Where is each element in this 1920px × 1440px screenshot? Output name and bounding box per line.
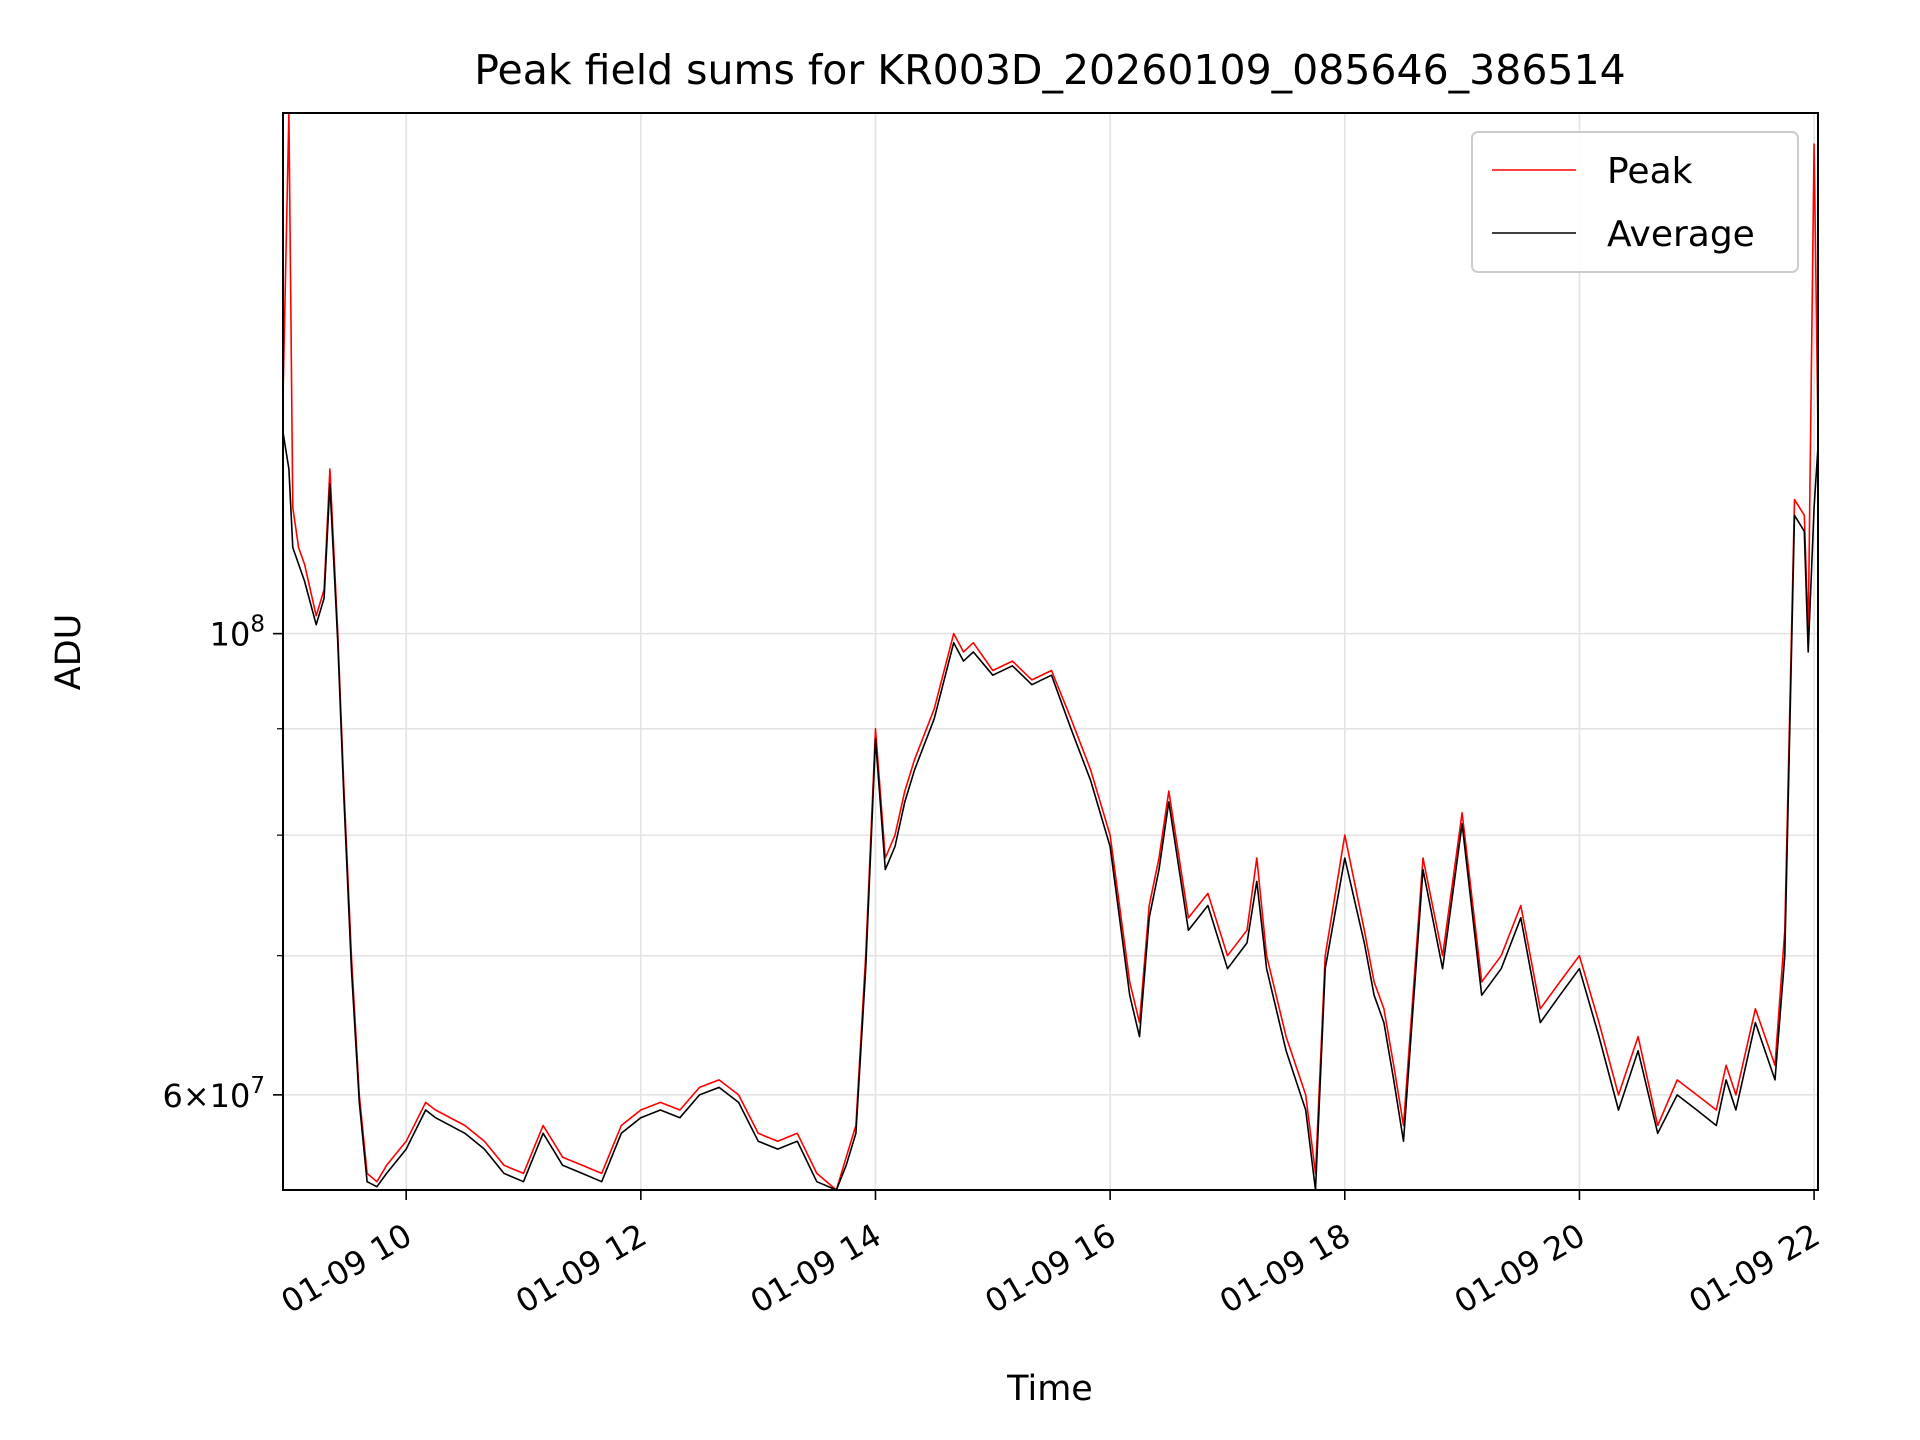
grid [283, 113, 1818, 1190]
series-lines [282, 112, 1819, 1191]
legend-peak-label: Peak [1607, 151, 1693, 192]
legend: Peak Average [1471, 131, 1799, 273]
plot-frame [282, 112, 1819, 1191]
series-line-average [282, 432, 1819, 1191]
y-tick-label: 6×107 [162, 1073, 265, 1115]
y-tick-times: 10 [210, 616, 251, 654]
chart-title: Peak field sums for KR003D_20260109_0856… [474, 46, 1625, 94]
y-ticks: 6×107 108 [162, 612, 283, 1115]
series-line-peak [282, 112, 1819, 1191]
y-tick-times: ×10 [183, 1077, 251, 1115]
y-tick-label: 108 [210, 612, 265, 654]
y-tick-base: 6 [162, 1077, 182, 1115]
legend-box [1471, 131, 1799, 273]
x-axis-label: Time [1006, 1369, 1093, 1409]
y-tick-exponent: 8 [250, 612, 265, 638]
y-tick-exponent: 7 [250, 1073, 265, 1099]
legend-average-label: Average [1607, 214, 1755, 255]
y-axis-label: ADU [49, 614, 89, 691]
